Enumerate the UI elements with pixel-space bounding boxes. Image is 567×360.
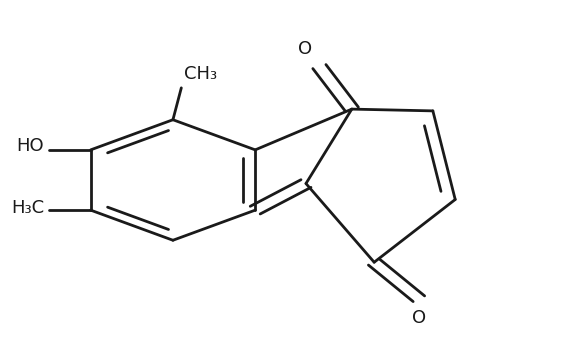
Text: O: O <box>412 309 426 327</box>
Text: CH₃: CH₃ <box>184 64 217 82</box>
Text: O: O <box>298 40 312 58</box>
Text: HO: HO <box>16 137 44 155</box>
Text: H₃C: H₃C <box>11 199 44 217</box>
